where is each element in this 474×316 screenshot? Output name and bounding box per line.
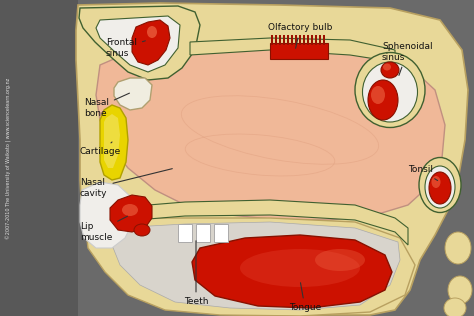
Polygon shape — [192, 235, 392, 308]
Text: Cartilage: Cartilage — [80, 142, 121, 156]
Ellipse shape — [371, 86, 385, 104]
Polygon shape — [85, 218, 415, 316]
Ellipse shape — [122, 204, 138, 216]
Ellipse shape — [425, 166, 455, 208]
Bar — [303, 35, 305, 45]
Bar — [270, 43, 328, 59]
Bar — [214, 224, 228, 242]
Bar — [279, 35, 281, 45]
Polygon shape — [100, 105, 128, 180]
Polygon shape — [114, 78, 152, 110]
Bar — [0, 0, 78, 316]
Polygon shape — [96, 42, 445, 220]
Ellipse shape — [240, 249, 360, 287]
Polygon shape — [132, 20, 170, 65]
Ellipse shape — [448, 276, 472, 304]
Ellipse shape — [368, 80, 398, 120]
Ellipse shape — [419, 157, 461, 212]
Polygon shape — [76, 3, 468, 315]
Ellipse shape — [383, 64, 391, 70]
Text: Sphenoidal
sinus: Sphenoidal sinus — [382, 42, 433, 76]
Bar — [271, 35, 273, 45]
Polygon shape — [96, 16, 180, 72]
Polygon shape — [80, 182, 135, 248]
Polygon shape — [104, 114, 120, 168]
Text: Nasal
bone: Nasal bone — [84, 93, 129, 118]
Ellipse shape — [381, 62, 399, 78]
Ellipse shape — [431, 176, 440, 188]
Bar — [283, 35, 285, 45]
Bar — [307, 35, 309, 45]
Bar — [319, 35, 321, 45]
Polygon shape — [110, 195, 152, 232]
Bar — [295, 35, 297, 45]
Bar — [275, 35, 277, 45]
Text: Tonsil: Tonsil — [408, 166, 438, 180]
Bar — [299, 35, 301, 45]
Text: ©2007-2010 The University of Waikato | www.sciencelearn.org.nz: ©2007-2010 The University of Waikato | w… — [6, 77, 12, 239]
Bar — [291, 35, 293, 45]
Text: Lip
muscle: Lip muscle — [80, 216, 128, 242]
Text: Frontal
sinus: Frontal sinus — [106, 38, 146, 58]
Bar — [178, 224, 192, 242]
Bar — [287, 35, 289, 45]
Ellipse shape — [444, 298, 466, 316]
Ellipse shape — [363, 62, 418, 122]
Text: Nasal
cavity: Nasal cavity — [80, 169, 173, 198]
Polygon shape — [112, 222, 400, 310]
Text: Tongue: Tongue — [289, 283, 321, 313]
Ellipse shape — [315, 249, 365, 271]
Ellipse shape — [355, 52, 425, 127]
Ellipse shape — [134, 224, 150, 236]
Polygon shape — [112, 200, 408, 245]
Ellipse shape — [429, 172, 451, 204]
Bar — [196, 224, 210, 242]
Text: Teeth: Teeth — [184, 241, 208, 307]
Text: Olfactory bulb: Olfactory bulb — [268, 23, 332, 48]
Ellipse shape — [147, 26, 157, 38]
Bar — [315, 35, 317, 45]
Bar — [311, 35, 313, 45]
Polygon shape — [190, 38, 395, 62]
Polygon shape — [79, 6, 200, 80]
Ellipse shape — [445, 232, 471, 264]
Bar — [323, 35, 325, 45]
